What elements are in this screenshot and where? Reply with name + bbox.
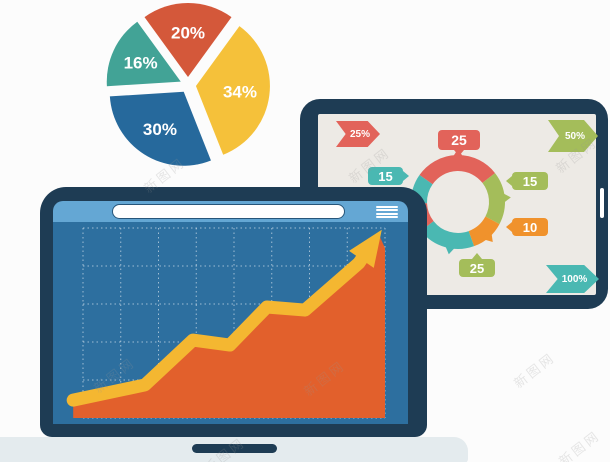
tablet-screen: 25 15 15 10 25 25% 50% 100%: [318, 114, 599, 295]
search-input: [112, 204, 345, 219]
svg-text:30%: 30%: [143, 120, 177, 139]
laptop-base-notch: [192, 444, 277, 453]
callout-badge-25-top: 25: [438, 130, 480, 156]
callout-badge-25-bottom: 25: [459, 253, 495, 277]
trend-area-chart: [66, 227, 386, 419]
svg-text:16%: 16%: [124, 54, 158, 73]
laptop-screen: [53, 222, 408, 424]
chevron-badge-25pct: 25%: [336, 121, 380, 147]
pie-chart: 20% 34% 30% 16%: [106, 3, 270, 166]
svg-text:34%: 34%: [223, 83, 257, 102]
watermark-text: 新图网: [556, 427, 604, 462]
laptop-base: [0, 437, 468, 462]
menu-icon: [376, 206, 398, 218]
svg-text:20%: 20%: [171, 24, 205, 43]
callout-badge-15-right: 15: [506, 172, 548, 190]
watermark-text: 新图网: [511, 349, 559, 391]
chevron-badge-100pct: 100%: [546, 265, 599, 293]
laptop-device: [40, 187, 427, 437]
tablet-side-button: [600, 188, 604, 218]
callout-badge-10: 10: [506, 218, 548, 236]
browser-top-bar: [53, 201, 408, 222]
tablet-device: 25 15 15 10 25 25% 50% 100%: [300, 99, 608, 309]
callout-badge-15-left: 15: [368, 167, 409, 185]
donut-chart: [405, 149, 511, 255]
chevron-badge-50pct: 50%: [548, 120, 598, 152]
